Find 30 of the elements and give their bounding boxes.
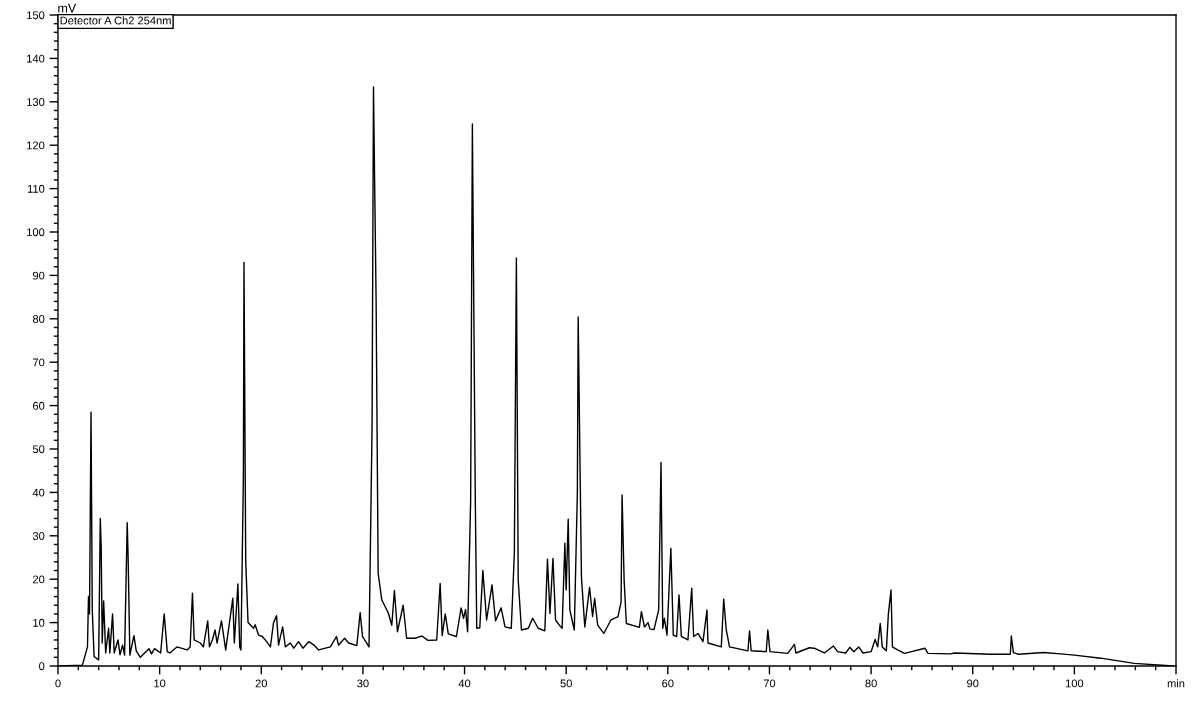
y-tick-label: 120 xyxy=(27,141,45,150)
x-tick-label: 90 xyxy=(967,679,979,688)
y-tick-label: 140 xyxy=(27,54,45,63)
y-tick-label: 10 xyxy=(33,618,45,627)
annotation: Detector A Ch2 254nm xyxy=(60,16,171,25)
y-tick-label: 90 xyxy=(32,271,45,280)
y-tick-label: 150 xyxy=(27,11,45,20)
x-tick-label: 10 xyxy=(154,679,166,688)
y-tick-label: 100 xyxy=(27,228,45,237)
x-tick-label: 80 xyxy=(865,679,877,688)
x-tick-label: 50 xyxy=(560,679,572,688)
y-tick-label: 130 xyxy=(27,98,45,106)
y-tick-label: 80 xyxy=(32,315,45,323)
y-tick-label: 50 xyxy=(32,445,45,454)
y-tick-label: 20 xyxy=(33,575,45,584)
y-tick-label: 110 xyxy=(27,184,45,193)
x-tick-label: 100 xyxy=(1065,679,1084,688)
x-tick-label: min xyxy=(1167,679,1185,688)
x-tick-label: 20 xyxy=(255,679,268,688)
x-tick-label: 40 xyxy=(458,679,471,688)
y-axis-title: mV xyxy=(58,3,77,13)
y-tick-label: 40 xyxy=(32,488,45,497)
y-tick-label: 30 xyxy=(32,532,45,540)
x-tick-label: 30 xyxy=(357,679,369,688)
x-tick-label: 0 xyxy=(55,679,61,688)
y-tick-label: 60 xyxy=(33,401,45,410)
y-tick-label: 0 xyxy=(39,662,45,671)
x-tick-label: 70 xyxy=(763,679,776,688)
y-tick-label: 70 xyxy=(33,358,45,367)
x-tick-label: 60 xyxy=(662,679,674,688)
